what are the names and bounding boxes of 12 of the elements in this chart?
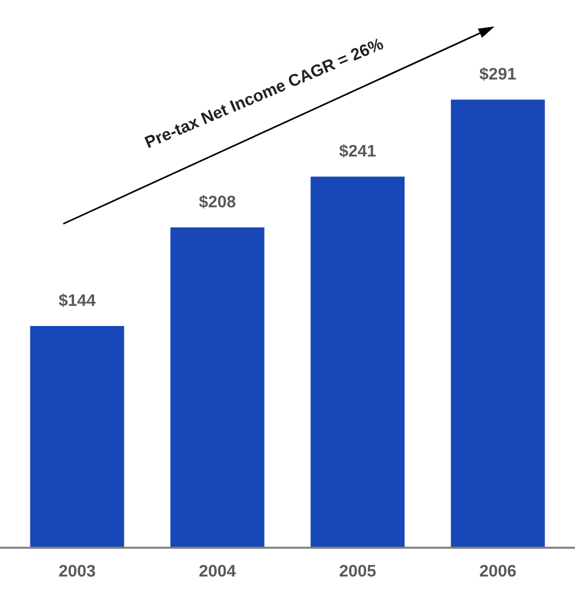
bar: [30, 326, 124, 548]
bar: [170, 227, 264, 548]
x-tick-label: 2006: [480, 564, 516, 577]
bar: [310, 176, 405, 548]
x-tick-label: 2003: [59, 564, 96, 577]
x-tick-label: 2005: [340, 564, 376, 577]
data-label: $291: [480, 67, 516, 81]
data-label: $241: [339, 144, 376, 158]
x-tick-label: 2004: [199, 564, 236, 577]
data-label: $208: [199, 194, 236, 209]
bar: [450, 100, 545, 548]
data-label: $144: [58, 294, 96, 308]
